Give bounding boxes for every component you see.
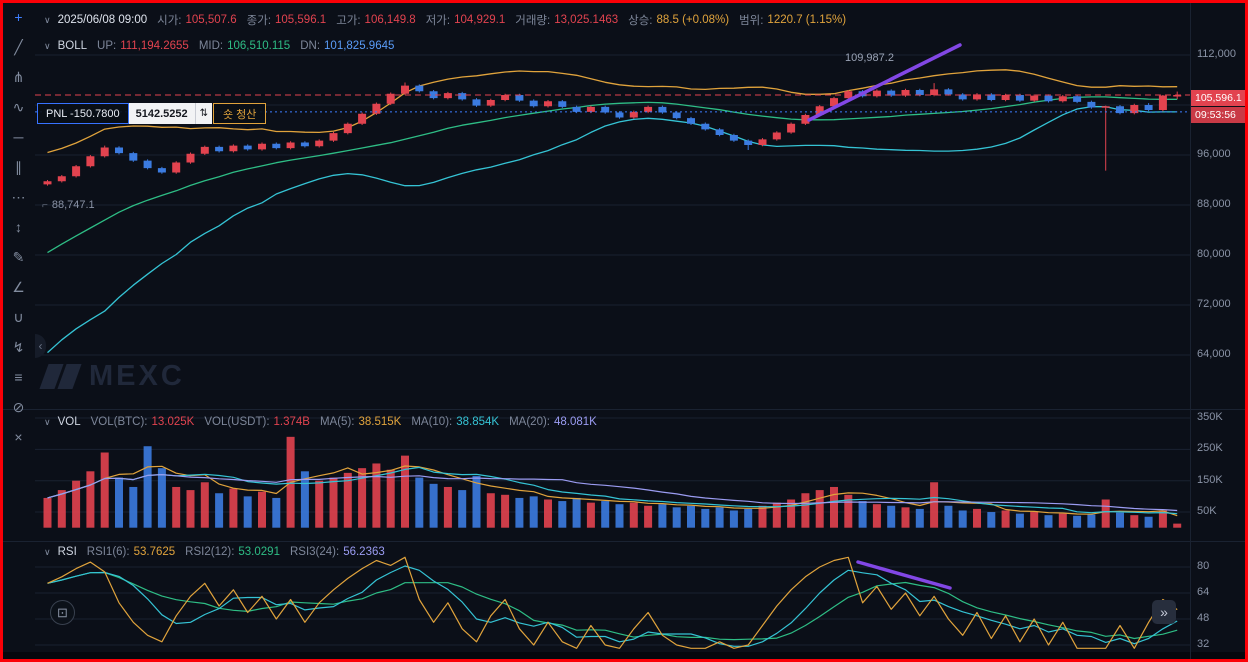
axis-tick: 64,000 (1197, 348, 1231, 360)
expand-panel-button[interactable]: » (1152, 600, 1176, 624)
position-amount: 5142.5252 (128, 103, 195, 124)
rsi1-field: RSI1(6): 53.7625 (86, 546, 176, 558)
pnl-label: PNL -150.7800 (37, 103, 129, 124)
close-field: 종가: 105,596.1 (246, 14, 327, 27)
axis-tick: 80,000 (1197, 248, 1231, 260)
reset-view-button[interactable]: ⊡ (50, 600, 75, 625)
chevron-down-icon[interactable]: ∨ (44, 40, 51, 51)
vol-ma20-field: MA(20): 48.081K (509, 416, 597, 428)
axis-tick: 32 (1197, 638, 1210, 650)
rsi3-field: RSI3(24): 56.2363 (289, 546, 385, 558)
dots-tool-icon[interactable]: ⋯ (11, 188, 26, 205)
boll-mid-field: MID: 106,510.115 (198, 40, 291, 52)
pane-separator (3, 541, 1245, 542)
axis-tick: 72,000 (1197, 298, 1231, 310)
adjust-position-arrows-icon[interactable]: ⇅ (194, 103, 212, 124)
delete-drawings-icon[interactable]: × (14, 429, 23, 445)
parallel-channel-tool-icon[interactable]: ∥ (15, 158, 22, 175)
hide-drawings-icon[interactable]: ⊘ (12, 398, 25, 415)
volume-chart[interactable] (35, 410, 1190, 536)
bottom-strip (3, 652, 1245, 659)
rsi-header: ∨ RSI RSI1(6): 53.7625 RSI2(12): 53.0291 R… (44, 546, 385, 558)
axis-tick: 150K (1197, 473, 1223, 486)
vol-usdt-field: VOL(USDT): 1.374B (204, 416, 310, 428)
brush-tool-icon[interactable]: ✎ (12, 248, 25, 265)
candle-datetime: 2025/06/08 09:00 (57, 14, 148, 26)
zigzag-tool-icon[interactable]: ↯ (12, 338, 25, 355)
chevron-down-icon[interactable]: ∨ (44, 14, 51, 25)
list-tool-icon[interactable]: ≡ (14, 369, 23, 385)
axis-tick: 88,000 (1197, 198, 1231, 210)
pitchfork-tool-icon[interactable]: ⋔ (12, 68, 25, 85)
boll-header: ∨ BOLL UP: 111,194.2655 MID: 106,510.115 D… (44, 40, 394, 52)
chevron-down-icon[interactable]: ∨ (44, 416, 51, 427)
axis-tick: 350K (1197, 411, 1223, 424)
open-field: 시가: 105,507.6 (157, 14, 237, 27)
drawing-toolbar: + ╱ ⋔ ∿ ─ ∥ ⋯ ↕ ✎ ∠ ∪ ↯ ≡ ⊘ × (3, 6, 34, 448)
current-price-badge: 105,596.1 (1191, 90, 1246, 106)
arrows-tool-icon[interactable]: ↕ (15, 219, 22, 235)
boll-dn-field: DN: 101,825.9645 (300, 40, 395, 52)
axis-tick: 48 (1197, 612, 1210, 624)
boll-up-field: UP: 111,194.2655 (97, 40, 189, 52)
drawing-price-label: ⌐ 88,747.1 (42, 199, 95, 211)
drawing-anchor-icon: ⌐ (42, 199, 48, 211)
vol-header: ∨ VOL VOL(BTC): 13.025K VOL(USDT): 1.374B … (44, 416, 597, 428)
axis-tick: 50K (1197, 505, 1217, 518)
high-field: 고가: 106,149.8 (336, 14, 416, 27)
candle-countdown-badge: 09:53:56 (1191, 107, 1246, 123)
position-widget: PNL -150.7800 5142.5252 ⇅ 숏 청산 (37, 103, 267, 124)
crosshair-tool-icon[interactable]: + (14, 9, 23, 25)
main-candlestick-chart[interactable] (35, 33, 1190, 408)
rsi-chart[interactable] (35, 545, 1190, 652)
vol-title: VOL (57, 416, 81, 428)
boll-title: BOLL (57, 40, 88, 52)
axis-tick: 250K (1197, 442, 1223, 455)
ohlc-header: ∨ 2025/06/08 09:00 시가: 105,507.6 종가: 105,5… (44, 12, 846, 28)
mexc-watermark: MEXC (39, 360, 185, 393)
trendline-tool-icon[interactable]: ╱ (14, 38, 23, 55)
rsi2-field: RSI2(12): 53.0291 (185, 546, 280, 558)
collapse-toolbar-handle[interactable]: ‹ (35, 334, 46, 358)
trendline-price-label: 109,987.2 (845, 52, 894, 64)
axis-tick: 64 (1197, 586, 1210, 598)
axis-tick: 112,000 (1197, 48, 1236, 60)
magnet-tool-icon[interactable]: ∪ (13, 308, 24, 325)
volume-field: 거래량: 13,025.1463 (515, 14, 619, 27)
vol-ma10-field: MA(10): 38.854K (411, 416, 500, 428)
rsi-title: RSI (57, 546, 77, 558)
pane-separator (3, 409, 1245, 410)
change-field: 상승: 88.5 (+0.08%) (628, 14, 730, 27)
horizontal-line-tool-icon[interactable]: ─ (13, 129, 24, 145)
price-axis[interactable]: 105,596.1 09:53:56 112,000 96,000 88,000 80… (1190, 3, 1246, 659)
vol-ma5-field: MA(5): 38.515K (319, 416, 402, 428)
wave-tool-icon[interactable]: ∿ (12, 98, 25, 115)
angle-tool-icon[interactable]: ∠ (12, 278, 25, 295)
chevron-down-icon[interactable]: ∨ (44, 546, 51, 557)
axis-tick: 80 (1197, 560, 1210, 572)
axis-tick: 96,000 (1197, 148, 1231, 160)
vol-btc-field: VOL(BTC): 13.025K (90, 416, 195, 428)
low-field: 저가: 104,929.1 (425, 14, 506, 27)
close-short-button[interactable]: 숏 청산 (212, 103, 267, 124)
range-field: 범위: 1220.7 (1.15%) (739, 14, 847, 27)
